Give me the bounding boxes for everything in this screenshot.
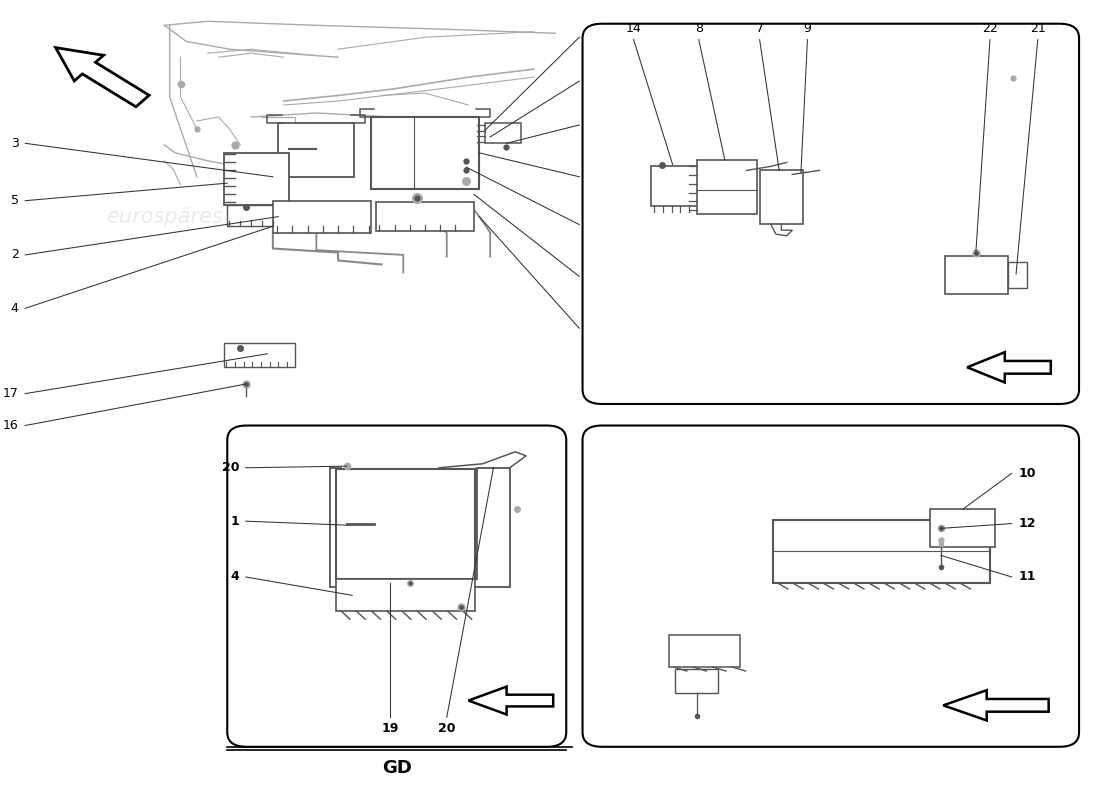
Text: 17: 17 xyxy=(3,387,19,400)
Text: 2: 2 xyxy=(11,249,19,262)
Bar xyxy=(228,205,287,226)
Text: 7: 7 xyxy=(756,22,763,35)
Text: eurospäres: eurospäres xyxy=(671,206,788,226)
Text: 6: 6 xyxy=(586,322,594,334)
Text: GD: GD xyxy=(382,759,411,778)
Bar xyxy=(760,170,803,224)
Bar xyxy=(651,166,700,206)
Text: eurospäres: eurospäres xyxy=(747,598,864,618)
Text: eurospäres: eurospäres xyxy=(106,206,222,226)
Text: 14: 14 xyxy=(626,22,641,35)
Text: 1: 1 xyxy=(231,514,239,528)
Text: 9: 9 xyxy=(803,22,812,35)
Text: 5: 5 xyxy=(11,194,19,207)
Text: 15: 15 xyxy=(586,30,602,44)
Text: 1: 1 xyxy=(586,170,594,183)
Text: 19: 19 xyxy=(382,722,399,735)
Bar xyxy=(485,122,520,143)
Bar xyxy=(1009,262,1027,287)
Text: 4: 4 xyxy=(586,270,594,283)
Text: 22: 22 xyxy=(982,22,998,35)
Text: 21: 21 xyxy=(1030,22,1046,35)
Text: 12: 12 xyxy=(1019,517,1036,530)
Text: 10: 10 xyxy=(1019,467,1036,480)
Bar xyxy=(273,201,371,233)
Bar xyxy=(376,202,474,231)
Text: 16: 16 xyxy=(3,419,19,432)
Text: 4: 4 xyxy=(586,218,594,231)
Text: 20: 20 xyxy=(438,722,455,735)
Bar xyxy=(772,519,990,583)
Text: 3: 3 xyxy=(11,137,19,150)
FancyBboxPatch shape xyxy=(228,426,566,746)
Text: 4: 4 xyxy=(11,302,19,315)
Bar xyxy=(670,635,740,667)
Bar xyxy=(675,669,718,693)
Bar xyxy=(336,579,475,611)
Bar xyxy=(224,342,295,366)
Text: 8: 8 xyxy=(695,22,703,35)
Bar xyxy=(224,153,289,205)
Bar xyxy=(278,122,354,177)
Bar xyxy=(931,510,996,547)
Bar xyxy=(336,470,475,579)
Bar xyxy=(371,117,480,189)
Bar xyxy=(696,160,758,214)
Text: 20: 20 xyxy=(222,462,239,474)
FancyBboxPatch shape xyxy=(583,24,1079,404)
FancyBboxPatch shape xyxy=(583,426,1079,746)
Text: 11: 11 xyxy=(1019,570,1036,583)
Text: 4: 4 xyxy=(231,570,239,583)
Bar xyxy=(945,256,1009,294)
Text: 18: 18 xyxy=(586,118,602,131)
Text: 13: 13 xyxy=(586,74,602,88)
Text: eurospäres: eurospäres xyxy=(323,598,440,618)
